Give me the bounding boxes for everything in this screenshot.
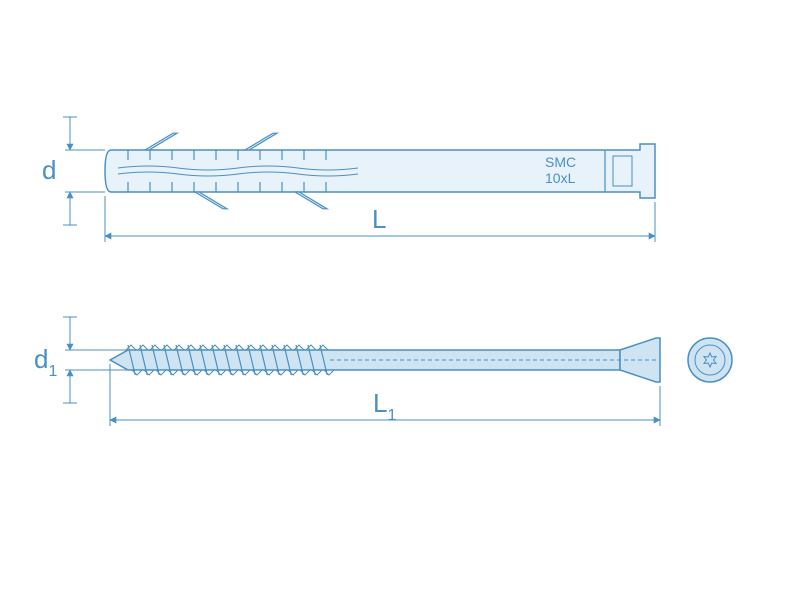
screw <box>110 338 660 382</box>
technical-diagram: SMC 10xL d L d1 L1 <box>0 0 801 601</box>
anchor-marking-line2: 10xL <box>545 170 576 186</box>
dimension-d-label: d <box>42 155 56 185</box>
dimension-L: L <box>105 196 655 242</box>
anchor-marking-line1: SMC <box>545 154 576 170</box>
dimension-L1-label: L1 <box>373 388 396 424</box>
screw-head-front-view <box>688 338 732 382</box>
anchor-plug: SMC 10xL <box>105 133 655 209</box>
dimension-L1: L1 <box>110 364 660 426</box>
dimension-d1-label: d1 <box>34 344 57 380</box>
dimension-d: d <box>42 117 105 225</box>
dimension-L-label: L <box>372 204 386 234</box>
